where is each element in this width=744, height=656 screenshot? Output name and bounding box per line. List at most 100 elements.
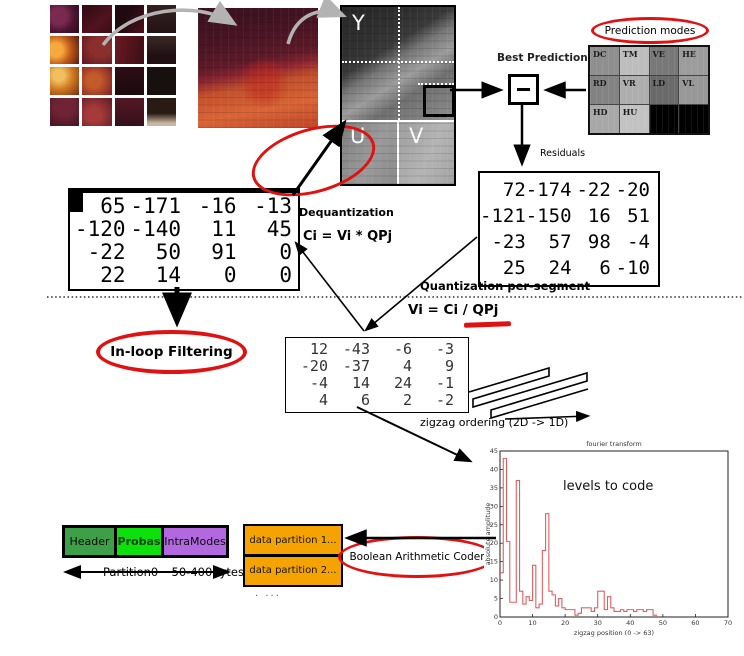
matrix-value: 22	[100, 263, 126, 287]
quantization-title: Quantization per-segment	[420, 279, 591, 293]
mode-hd: HD	[590, 105, 619, 133]
matrix-value: -171	[130, 194, 181, 218]
quantization-formula: Vi = Ci / QPj	[408, 302, 498, 318]
segment-divider-dotted	[398, 7, 400, 120]
x-tick-label: 40	[626, 619, 634, 627]
matrix-value: 0	[223, 263, 237, 287]
matrix-value: 45	[266, 217, 292, 241]
arrow-quantized-to-dequantized	[294, 241, 365, 332]
zigzag-scan-diagram	[468, 366, 589, 420]
qp-red-underline	[463, 321, 512, 328]
matrix-value: 9	[444, 357, 454, 375]
source-image-block	[50, 5, 80, 33]
matrix-value: -3	[435, 340, 454, 358]
y-tick-label: 5	[494, 595, 498, 603]
data-partition-box: data partition 1...	[245, 526, 341, 554]
y-tick-label: 15	[490, 558, 498, 566]
matrix-value: 4	[402, 357, 412, 375]
source-image-block	[114, 36, 144, 64]
inloop-filtering-ellipse: In-loop Filtering	[96, 330, 247, 374]
matrix-value: -4	[627, 231, 650, 253]
y-tick-label: 25	[490, 521, 498, 529]
more-partitions-label: . ...	[255, 588, 281, 599]
matrix-value: 25	[502, 257, 526, 279]
inloop-filtering-label: In-loop Filtering	[110, 344, 233, 360]
matrix-value: 50	[155, 240, 181, 264]
matrix-value: -10	[615, 257, 650, 279]
matrix-value: 2	[402, 391, 412, 409]
matrix-value: -6	[393, 340, 412, 358]
x-axis-label: zigzag position (0 -> 63)	[574, 629, 654, 637]
matrix-value: 91	[211, 240, 237, 264]
y-axis-label: absolute amplitude	[484, 503, 492, 566]
matrix-value: -150	[525, 205, 572, 227]
source-image-block	[146, 67, 176, 95]
y-tick-label: 20	[490, 539, 498, 547]
v-plane: V	[399, 122, 454, 184]
prediction-modes-grid: DC TM VE HE RD VR LD VL HD HU	[588, 45, 710, 135]
prediction-modes-title: Prediction modes	[604, 24, 696, 37]
matrix-value: 11	[211, 217, 237, 241]
matrix-value: 57	[548, 231, 572, 253]
matrix-value: -140	[130, 217, 181, 241]
mode-empty	[649, 105, 679, 133]
y-tick-label: 0	[494, 613, 498, 621]
matrix-value: 4	[318, 391, 328, 409]
matrix-value: -20	[300, 357, 328, 375]
boolean-coder-label: Boolean Arithmetic Coder	[349, 551, 485, 563]
source-image-block	[82, 67, 112, 95]
matrix-value: -22	[87, 240, 126, 264]
mode-he: HE	[679, 47, 708, 75]
matrix-value: -1	[435, 374, 454, 392]
matrix-value: -22	[576, 179, 611, 201]
mode-tm: TM	[619, 47, 649, 75]
matrix-value: -20	[615, 179, 650, 201]
matrix-value: 51	[627, 205, 650, 227]
matrix-value: -23	[491, 231, 526, 253]
matrix-value: 14	[155, 263, 181, 287]
y-plane: Y	[342, 7, 455, 120]
plot-border	[499, 450, 729, 618]
source-image-block	[82, 36, 112, 64]
matrix-value: 16	[587, 205, 611, 227]
partition0-size-label: Partition0 ~50-400bytes	[99, 565, 248, 579]
matrix-value: -4	[309, 374, 328, 392]
source-image-block	[114, 98, 144, 126]
source-image-block	[82, 5, 112, 33]
x-tick-label: 20	[561, 619, 569, 627]
dequantization-formula: Ci = Vi * QPj	[303, 229, 393, 244]
segment-divider-dotted	[418, 83, 454, 85]
macroblock-pixelated-image	[198, 8, 318, 128]
source-image-block	[114, 67, 144, 95]
subtraction-node	[508, 74, 539, 105]
dequantization-title: Dequantization	[299, 206, 394, 219]
selected-macroblock-outline	[423, 85, 455, 117]
mode-ld: LD	[649, 76, 679, 104]
data-partition-box: data partition 2...	[245, 556, 341, 585]
source-image-block	[50, 98, 80, 126]
v-plane-label: V	[409, 124, 424, 148]
matrix-value: -16	[198, 194, 237, 218]
zigzag-ordering-label: zigzag ordering (2D -> 1D)	[420, 416, 569, 429]
matrix-value: -43	[342, 340, 370, 358]
source-image-block	[146, 5, 176, 33]
source-image-block	[146, 98, 176, 126]
x-tick-label: 0	[498, 619, 502, 627]
y-plane-label: Y	[352, 11, 365, 35]
quantized-matrix: 12 -43 -6 -3 -20 -37 4 9 -4 14 24 -1 4 6 2 -2	[285, 337, 469, 413]
matrix-value: 14	[351, 374, 370, 392]
source-image-block	[114, 5, 144, 33]
dequantized-matrix: 65 -171 -16 -13 -120 -140 11 45 -22 50 91 0 22 14 0 0	[68, 188, 300, 291]
quantization-formula-prefix: Vi = Ci /	[408, 302, 473, 318]
x-tick-label: 60	[691, 619, 699, 627]
y-tick-label: 45	[490, 447, 498, 455]
mode-hu: HU	[619, 105, 649, 133]
source-image-block	[50, 36, 80, 64]
partition0-probas: Probas	[117, 528, 161, 555]
mode-empty	[679, 105, 708, 133]
y-tick-label: 40	[490, 465, 498, 473]
matrix-value: -2	[435, 391, 454, 409]
best-prediction-label: Best Prediction???	[497, 52, 606, 64]
source-image-block	[146, 36, 176, 64]
